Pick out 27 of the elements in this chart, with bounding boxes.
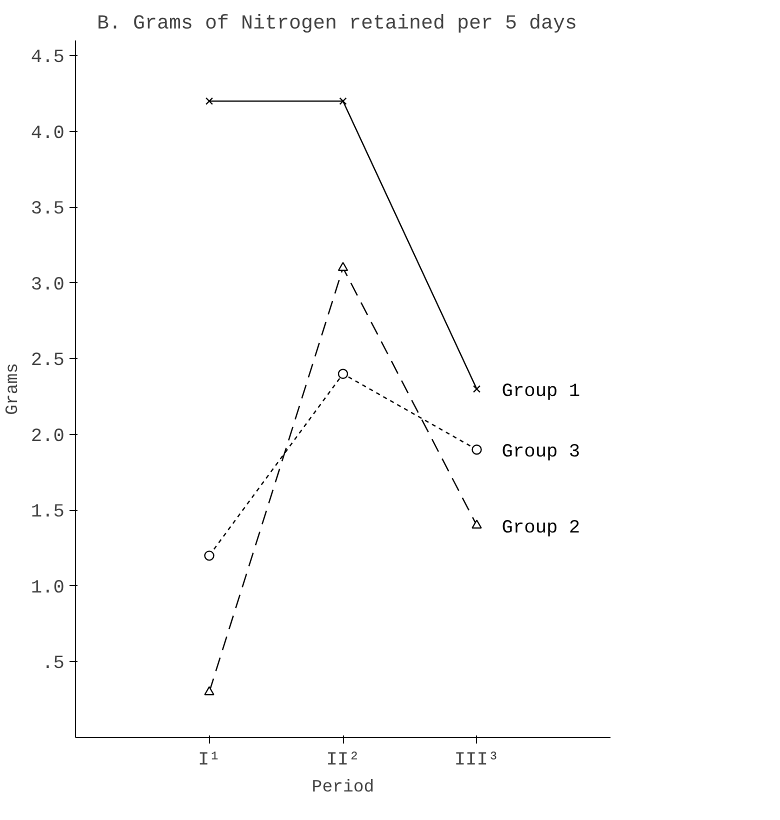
y-tick-label: .5 <box>42 652 65 674</box>
y-tick-label: 4.0 <box>30 122 65 144</box>
series-label: Group 3 <box>502 440 580 463</box>
point <box>204 686 214 696</box>
point <box>472 520 482 529</box>
chart-title: B. Grams of Nitrogen retained per 5 days <box>96 12 578 36</box>
point <box>472 444 482 455</box>
series-label: Group 2 <box>502 516 580 538</box>
x-tick-label: III³ <box>454 748 500 770</box>
y-axis-title: Grams <box>4 362 23 415</box>
x-tick-label: II² <box>326 748 360 770</box>
point <box>339 97 347 105</box>
point <box>205 97 214 105</box>
point <box>338 368 348 379</box>
y-tick-label: 3.0 <box>30 273 65 296</box>
series-label: Group 1 <box>502 380 580 402</box>
point <box>204 550 214 561</box>
point <box>472 385 481 393</box>
y-tick-label: 4.5 <box>30 46 65 68</box>
y-tick-label: 1.0 <box>30 576 65 598</box>
x-axis-title: Period <box>312 778 374 798</box>
x-tick-label: I¹ <box>198 748 220 770</box>
y-tick-label: 1.5 <box>30 500 65 523</box>
y-tick-label: 2.0 <box>30 424 65 447</box>
point <box>338 262 348 271</box>
y-tick-label: 2.5 <box>30 349 65 372</box>
y-tick-label: 3.5 <box>30 198 65 220</box>
